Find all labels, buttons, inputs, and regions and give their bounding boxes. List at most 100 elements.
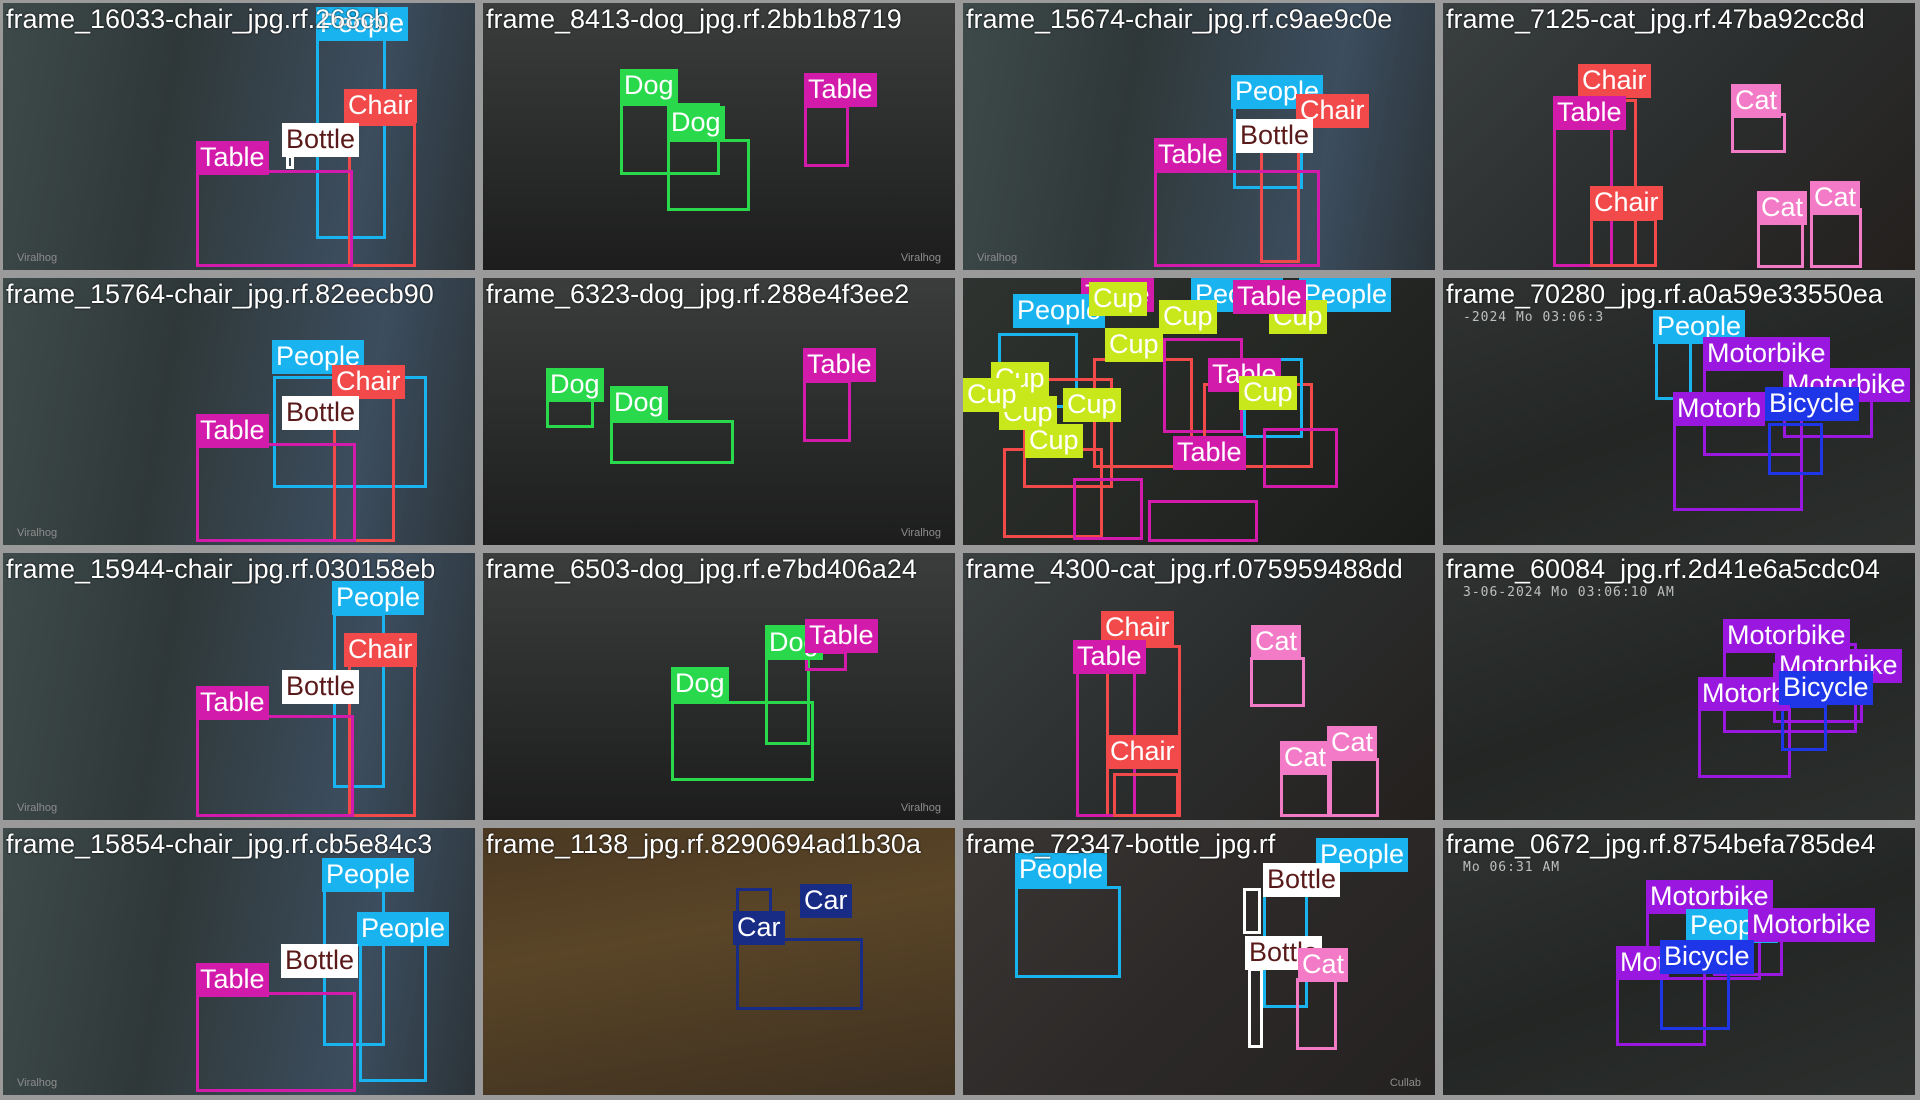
result-tile[interactable]: frame_4300-cat_jpg.rf.075959488dd Chair … [963,553,1435,820]
tile-filename: frame_1138_jpg.rf.8290694ad1b30a [486,829,921,859]
detection-label: People [322,858,415,892]
detection-label: Bottle [1263,863,1341,897]
result-tile[interactable]: frame_15764-chair_jpg.rf.82eecb90 People… [3,278,475,545]
video-timestamp: -2024 Mo 03:06:3 [1463,310,1605,325]
detection-label: Table [196,141,269,175]
detection-label: People [1015,853,1108,887]
watermark: Viralhog [17,252,58,264]
tile-image [483,278,955,545]
detection-label: Chair [1590,186,1663,220]
tile-filename: frame_6503-dog_jpg.rf.e7bd406a24 [486,554,917,584]
detection-label: Cup [1105,328,1163,362]
result-tile[interactable]: Table People People People Cup Cup Cup C… [963,278,1435,545]
bbox [1660,968,1730,1030]
bbox [1655,340,1692,400]
bbox [196,715,354,817]
result-tile[interactable]: frame_15944-chair_jpg.rf.030158eb People… [3,553,475,820]
bbox [803,380,851,442]
detection-label: Table [805,619,878,653]
tile-image [1443,3,1915,270]
tile-image [3,278,475,545]
result-tile[interactable]: frame_7125-cat_jpg.rf.47ba92cc8d Chair T… [1443,3,1915,270]
bbox [1113,773,1179,817]
detection-label: Chair [344,633,417,667]
detection-label: Bicycle [1660,940,1754,974]
detection-label: Cup [1239,376,1297,410]
detection-label: Car [800,884,852,918]
detection-label: Table [1073,640,1146,674]
watermark: Viralhog [17,1077,58,1089]
watermark: Viralhog [900,252,941,264]
detection-label: Cat [1298,948,1349,982]
watermark: Viralhog [17,527,58,539]
watermark: Viralhog [17,802,58,814]
video-timestamp: Mo 06:31 AM [1463,860,1561,875]
bbox [1731,113,1786,153]
detection-label: Cup [963,378,1021,412]
bbox [1148,500,1258,542]
bbox [359,942,427,1082]
detection-label: People [332,581,425,615]
watermark: Viralhog [977,252,1018,264]
tile-image [963,3,1435,270]
detection-label: Dog [620,69,678,103]
watermark: Cullab [1389,1077,1421,1089]
result-tile[interactable]: frame_15854-chair_jpg.rf.cb5e84c3 People… [3,828,475,1095]
tile-filename: frame_0672_jpg.rf.8754befa785de4 [1446,829,1876,859]
result-tile[interactable]: frame_70280_jpg.rf.a0a59e33550ea -2024 M… [1443,278,1915,545]
detection-label: Cup [1063,388,1121,422]
result-tile[interactable]: frame_8413-dog_jpg.rf.2bb1b8719 Dog Dog … [483,3,955,270]
detection-label: Chair [1578,64,1651,98]
bbox [286,155,294,169]
detection-label: Motorb [1698,677,1791,711]
result-tile[interactable]: frame_6503-dog_jpg.rf.e7bd406a24 Dog Tab… [483,553,955,820]
result-tile[interactable]: frame_0672_jpg.rf.8754befa785de4 Mo 06:3… [1443,828,1915,1095]
detection-label: Table [804,73,877,107]
detection-label: Table [803,348,876,382]
tile-filename: frame_60084_jpg.rf.2d41e6a5cdc04 [1446,554,1880,584]
result-tile[interactable]: frame_72347-bottle_jpg.rf People People … [963,828,1435,1095]
bbox [1810,208,1862,268]
bbox [1015,886,1121,978]
result-tile[interactable]: frame_1138_jpg.rf.8290694ad1b30a Car Car [483,828,955,1095]
bbox [610,420,734,464]
detection-label: People [357,912,450,946]
detection-label: Dog [667,106,725,140]
result-tile[interactable]: frame_60084_jpg.rf.2d41e6a5cdc04 3-06-20… [1443,553,1915,820]
tile-filename: frame_6323-dog_jpg.rf.288e4f3ee2 [486,279,910,309]
bbox [348,123,416,267]
result-tile[interactable]: frame_16033-chair_jpg.rf.268cb People Ch… [3,3,475,270]
bbox [1781,705,1827,751]
bbox [1023,378,1113,488]
detection-label: Chair [1101,611,1174,645]
detection-label: Cat [1280,741,1331,775]
bbox [196,170,353,267]
detection-label: Motorbike [1748,908,1875,942]
detection-label: Dog [671,667,729,701]
watermark: Viralhog [900,527,941,539]
detection-label: People [1316,838,1409,872]
detection-label: Chair [332,365,405,399]
tile-filename: frame_72347-bottle_jpg.rf [966,829,1276,859]
result-tile[interactable]: frame_6323-dog_jpg.rf.288e4f3ee2 Dog Dog… [483,278,955,545]
video-timestamp: 3-06-2024 Mo 03:06:10 AM [1463,585,1675,600]
detection-label: Bicycle [1779,671,1873,705]
result-tile[interactable]: frame_15674-chair_jpg.rf.c9ae9c0e People… [963,3,1435,270]
detection-label: Motorbike [1723,619,1850,653]
bbox [1248,968,1263,1048]
detection-label: Table [196,414,269,448]
detection-label: Table [1173,436,1246,470]
detection-label: Dog [610,386,668,420]
tile-filename: frame_16033-chair_jpg.rf.268cb [6,4,389,34]
bbox [1590,218,1657,267]
detection-label: Bottle [1236,119,1314,153]
detection-label: Bottle [1245,936,1323,970]
bbox [1243,888,1261,934]
detection-label: Cat [1327,726,1378,760]
detection-label: People [316,7,409,41]
detection-label: Car [733,911,785,945]
bbox [1296,978,1337,1050]
bbox [546,398,594,428]
bbox [1250,657,1305,707]
